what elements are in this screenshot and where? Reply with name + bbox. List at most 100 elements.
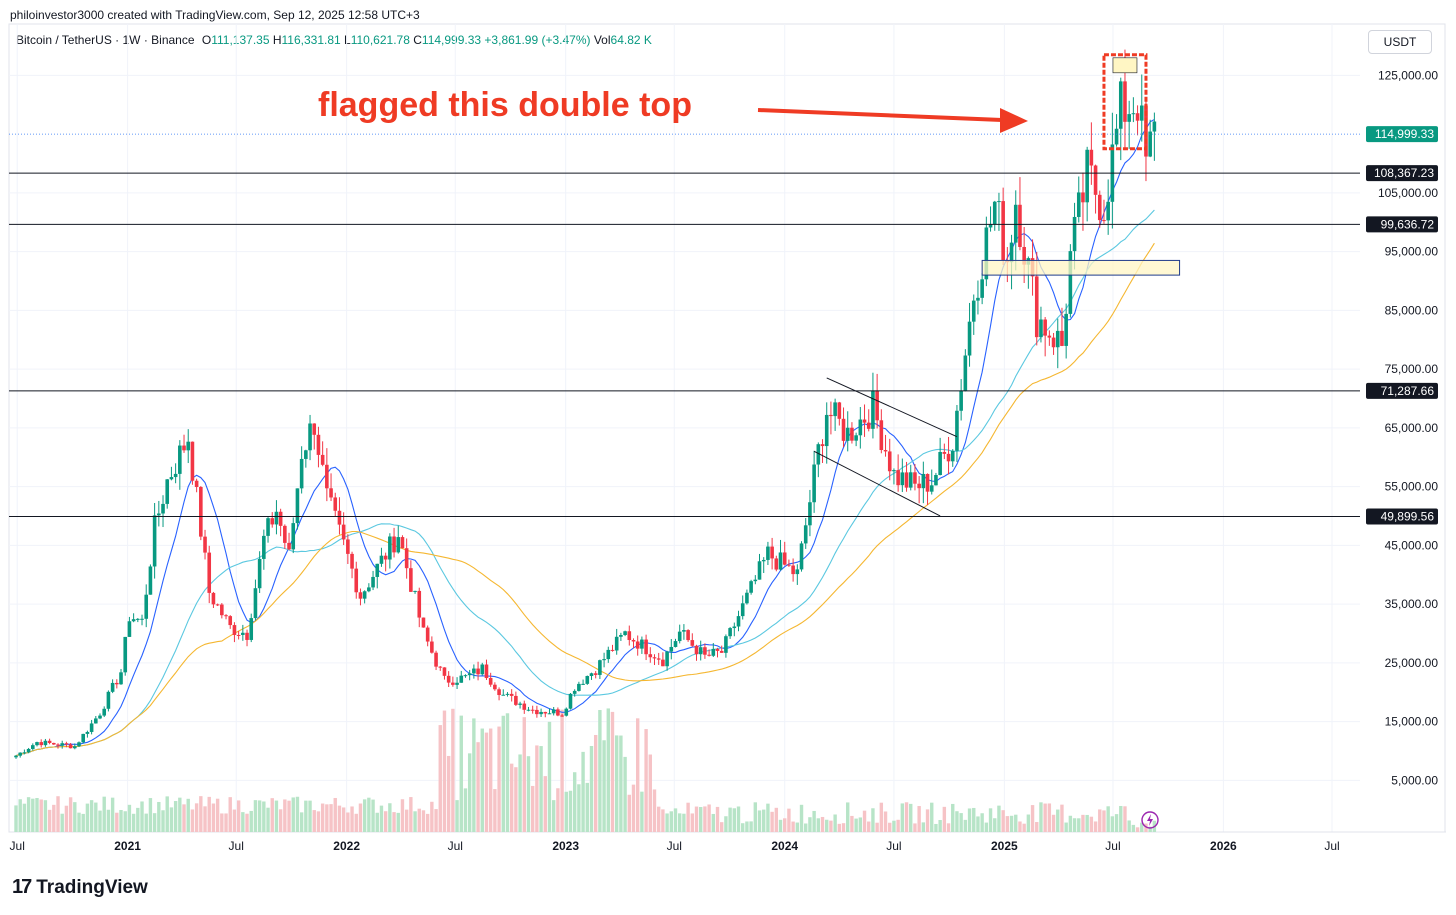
- volume-bar-up: [606, 708, 610, 832]
- volume-bar-up: [1056, 809, 1060, 832]
- level-price-label: 71,287.66: [1381, 384, 1435, 398]
- volume-bar-up: [736, 806, 741, 832]
- candles: [14, 49, 1157, 759]
- candle-up: [816, 444, 821, 465]
- volume-bar-up: [984, 822, 989, 832]
- candle-up: [266, 518, 270, 536]
- candle-down: [115, 682, 119, 685]
- candle-down: [913, 472, 917, 484]
- lightning-icon: [1141, 811, 1159, 829]
- annotation-text: flagged this double top: [318, 86, 692, 124]
- candle-up: [106, 691, 111, 709]
- volume-bar-down: [194, 803, 199, 832]
- candle-up: [871, 390, 875, 429]
- volume-bar-down: [316, 811, 321, 832]
- volume-bar-up: [993, 818, 997, 832]
- volume-bar-down: [648, 754, 652, 832]
- volume-bar-up: [1009, 815, 1014, 832]
- candle-down: [661, 659, 665, 667]
- volume-bar-up: [375, 812, 379, 832]
- volume-bar-down: [56, 796, 60, 832]
- candle-up: [60, 743, 65, 746]
- candle-down: [493, 684, 497, 690]
- candle-down: [52, 742, 56, 745]
- candle-down: [543, 711, 548, 714]
- candle-down: [224, 615, 228, 617]
- volume-bar-down: [627, 794, 631, 832]
- volume-bar-up: [892, 820, 896, 832]
- candle-up: [169, 477, 174, 480]
- volume-bar-down: [430, 801, 434, 832]
- candle-down: [862, 419, 867, 423]
- volume-bar-up: [1064, 822, 1068, 832]
- volume-bar-down: [543, 776, 547, 832]
- x-tick-label: Jul: [1105, 839, 1120, 853]
- candle-down: [782, 552, 787, 565]
- candle-down: [719, 650, 724, 653]
- volume-bar-up: [673, 808, 678, 832]
- candle-up: [803, 525, 808, 544]
- candle-down: [278, 511, 283, 526]
- candle-up: [299, 458, 304, 489]
- candle-down: [451, 682, 455, 685]
- candle-up: [623, 631, 627, 636]
- volume-bar-up: [22, 803, 27, 832]
- candle-up: [585, 676, 590, 684]
- candle-up: [35, 742, 39, 746]
- lightning-bolt-icon: [1147, 814, 1153, 826]
- volume-bar-down: [1093, 821, 1098, 832]
- volume-bar-down: [1144, 823, 1148, 832]
- volume-bar-down: [1005, 816, 1010, 832]
- volume-bar-down: [278, 809, 283, 832]
- candle-up: [18, 752, 23, 756]
- volume-bar-up: [572, 772, 577, 832]
- candle-down: [879, 420, 884, 451]
- candle-down: [484, 664, 489, 679]
- volume-bar-down: [1098, 809, 1102, 832]
- volume-bar-down: [228, 797, 232, 832]
- legend-l-label: L: [344, 33, 351, 47]
- volume-bar-up: [266, 807, 270, 832]
- candle-up: [308, 423, 312, 451]
- volume-bar-down: [883, 811, 888, 832]
- candle-down: [556, 709, 560, 716]
- candle-up: [505, 693, 510, 695]
- volume-bar-up: [94, 802, 98, 832]
- volume-bar-down: [1035, 822, 1039, 832]
- volume-bar-down: [476, 742, 480, 832]
- candle-down: [190, 441, 195, 481]
- candle-up: [992, 201, 997, 225]
- volume-bar-down: [337, 805, 342, 832]
- candle-down: [1034, 276, 1039, 338]
- volume-bar-up: [757, 810, 762, 832]
- candle-up: [539, 711, 543, 715]
- candle-down: [774, 558, 779, 570]
- candle-down: [39, 742, 44, 746]
- candle-down: [1060, 330, 1064, 346]
- candle-up: [110, 682, 115, 692]
- volume-bar-up: [295, 796, 300, 832]
- volume-bar-up: [623, 756, 627, 832]
- candle-down: [535, 709, 539, 715]
- candle-up: [833, 402, 837, 417]
- volume-bar-down: [896, 819, 900, 832]
- x-tick-label: Jul: [448, 839, 463, 853]
- candle-up: [736, 616, 741, 627]
- volume-bar-up: [980, 813, 984, 832]
- candle-down: [1144, 105, 1148, 157]
- currency-button[interactable]: USDT: [1368, 30, 1432, 54]
- candle-up: [144, 594, 149, 619]
- candle-up: [547, 713, 552, 715]
- volume-bar-up: [1077, 818, 1081, 832]
- volume-bar-up: [934, 823, 938, 832]
- volume-bar-down: [787, 808, 791, 832]
- candle-up: [980, 279, 984, 298]
- volume-bar-up: [371, 799, 375, 832]
- volume-bar-down: [610, 711, 615, 832]
- candle-up: [753, 579, 758, 582]
- candle-up: [467, 673, 472, 676]
- volume-bar-down: [694, 806, 699, 832]
- volume-bar-down: [535, 745, 539, 832]
- legend-o-label: O: [201, 33, 212, 47]
